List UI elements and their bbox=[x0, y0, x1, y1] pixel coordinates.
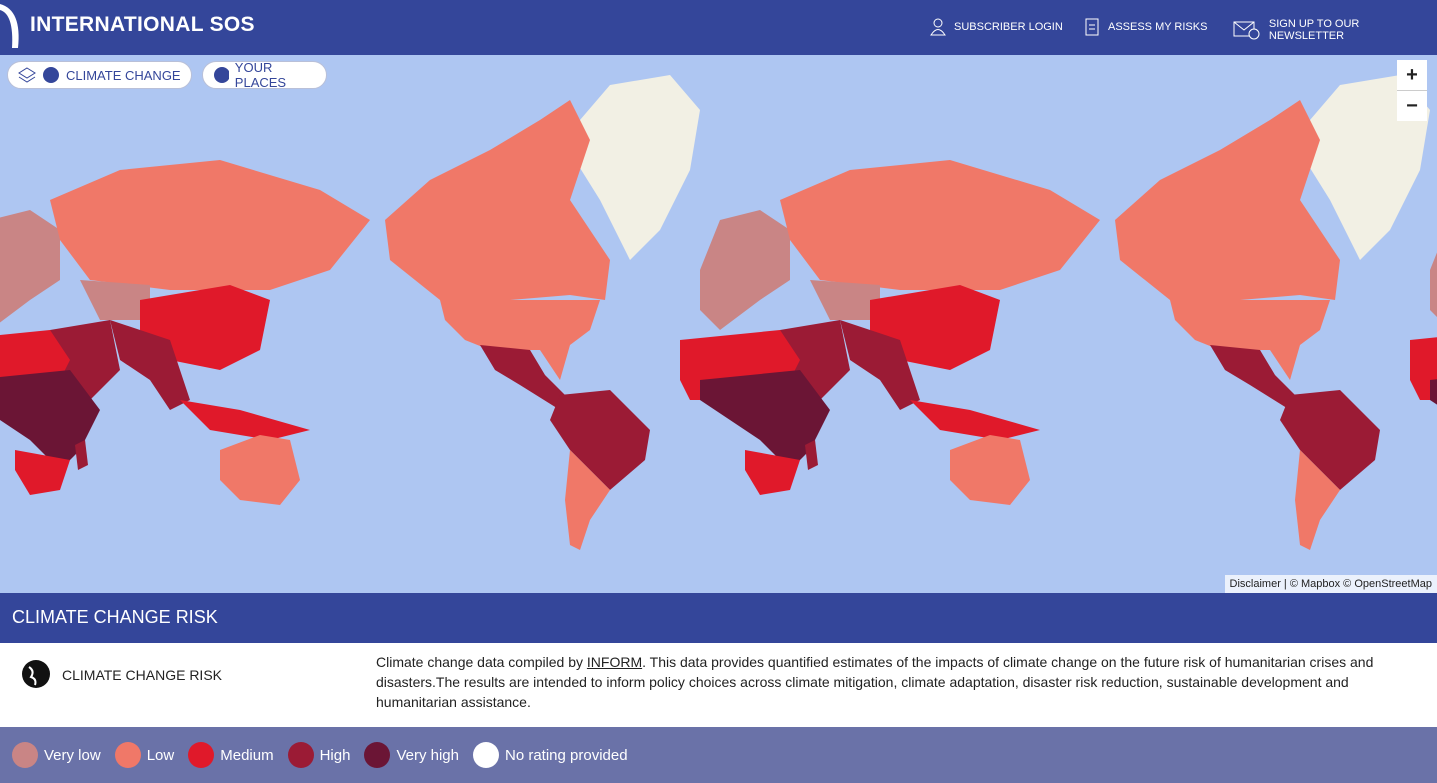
layer-name: CLIMATE CHANGE RISK bbox=[62, 667, 222, 683]
description-text: Climate change data compiled by bbox=[376, 654, 587, 670]
legend-item: Very low bbox=[12, 742, 101, 768]
panel-title: CLIMATE CHANGE RISK bbox=[0, 593, 1437, 643]
layer-button[interactable]: YOUR PLACES bbox=[202, 60, 327, 90]
nav-label[interactable]: ASSESS MY RISKS bbox=[1108, 21, 1208, 33]
legend-swatch bbox=[287, 742, 314, 768]
legend-swatch bbox=[364, 742, 391, 768]
nav-item[interactable]: SUBSCRIBER LOGIN bbox=[930, 18, 1063, 36]
legend: Very low Low Medium High Very high No rating … bbox=[0, 727, 1437, 783]
nav-label[interactable]: SUBSCRIBER LOGIN bbox=[954, 21, 1063, 33]
legend-label: High bbox=[319, 746, 351, 764]
brand[interactable]: INTERNATIONAL SOS bbox=[30, 13, 255, 36]
legend-swatch bbox=[188, 742, 215, 768]
layer-label[interactable]: CLIMATE CHANGE bbox=[66, 67, 181, 83]
legend-item: Very high bbox=[364, 742, 459, 768]
logo bbox=[0, 4, 19, 48]
attribution[interactable]: Disclaimer | © Mapbox © OpenStreetMap bbox=[1224, 575, 1437, 593]
panel-body: CLIMATE CHANGE RISK Climate change data … bbox=[0, 643, 1437, 727]
map[interactable]: CLIMATE CHANGE YOUR PLACES + − Disclaime… bbox=[0, 55, 1437, 593]
header: INTERNATIONAL SOS SUBSCRIBER LOGIN ASSES… bbox=[0, 0, 1437, 55]
legend-label: Very high bbox=[396, 746, 459, 764]
legend-swatch bbox=[114, 742, 141, 768]
map-shapes bbox=[0, 75, 1437, 550]
inform-link[interactable]: INFORM bbox=[586, 654, 643, 670]
zoom-in[interactable]: + bbox=[1397, 60, 1427, 91]
legend-swatch bbox=[12, 742, 38, 768]
legend-label: Low bbox=[146, 746, 175, 764]
nav-label[interactable]: SIGN UP TO OUR NEWSLETTER bbox=[1268, 18, 1360, 42]
description: Climate change data compiled by INFORM. … bbox=[376, 652, 1376, 712]
legend-item: High bbox=[287, 742, 351, 768]
legend-label: No rating provided bbox=[505, 746, 628, 764]
zoom-out[interactable]: − bbox=[1397, 91, 1427, 121]
legend-label: Medium bbox=[220, 746, 274, 764]
description-text: . This data provides quantified estimate… bbox=[376, 654, 1374, 710]
globe-icon bbox=[22, 660, 50, 688]
layer-label[interactable]: YOUR PLACES bbox=[234, 60, 287, 90]
nav-item[interactable]: ASSESS MY RISKS bbox=[1084, 18, 1207, 36]
legend-item: No rating provided bbox=[473, 742, 628, 768]
layer-button[interactable]: CLIMATE CHANGE bbox=[7, 61, 192, 89]
legend-label: Very low bbox=[44, 746, 101, 764]
nav-item[interactable]: SIGN UP TO OUR NEWSLETTER bbox=[1233, 18, 1437, 42]
legend-item: Low bbox=[114, 742, 175, 768]
legend-swatch bbox=[473, 742, 499, 768]
legend-item: Medium bbox=[188, 742, 274, 768]
